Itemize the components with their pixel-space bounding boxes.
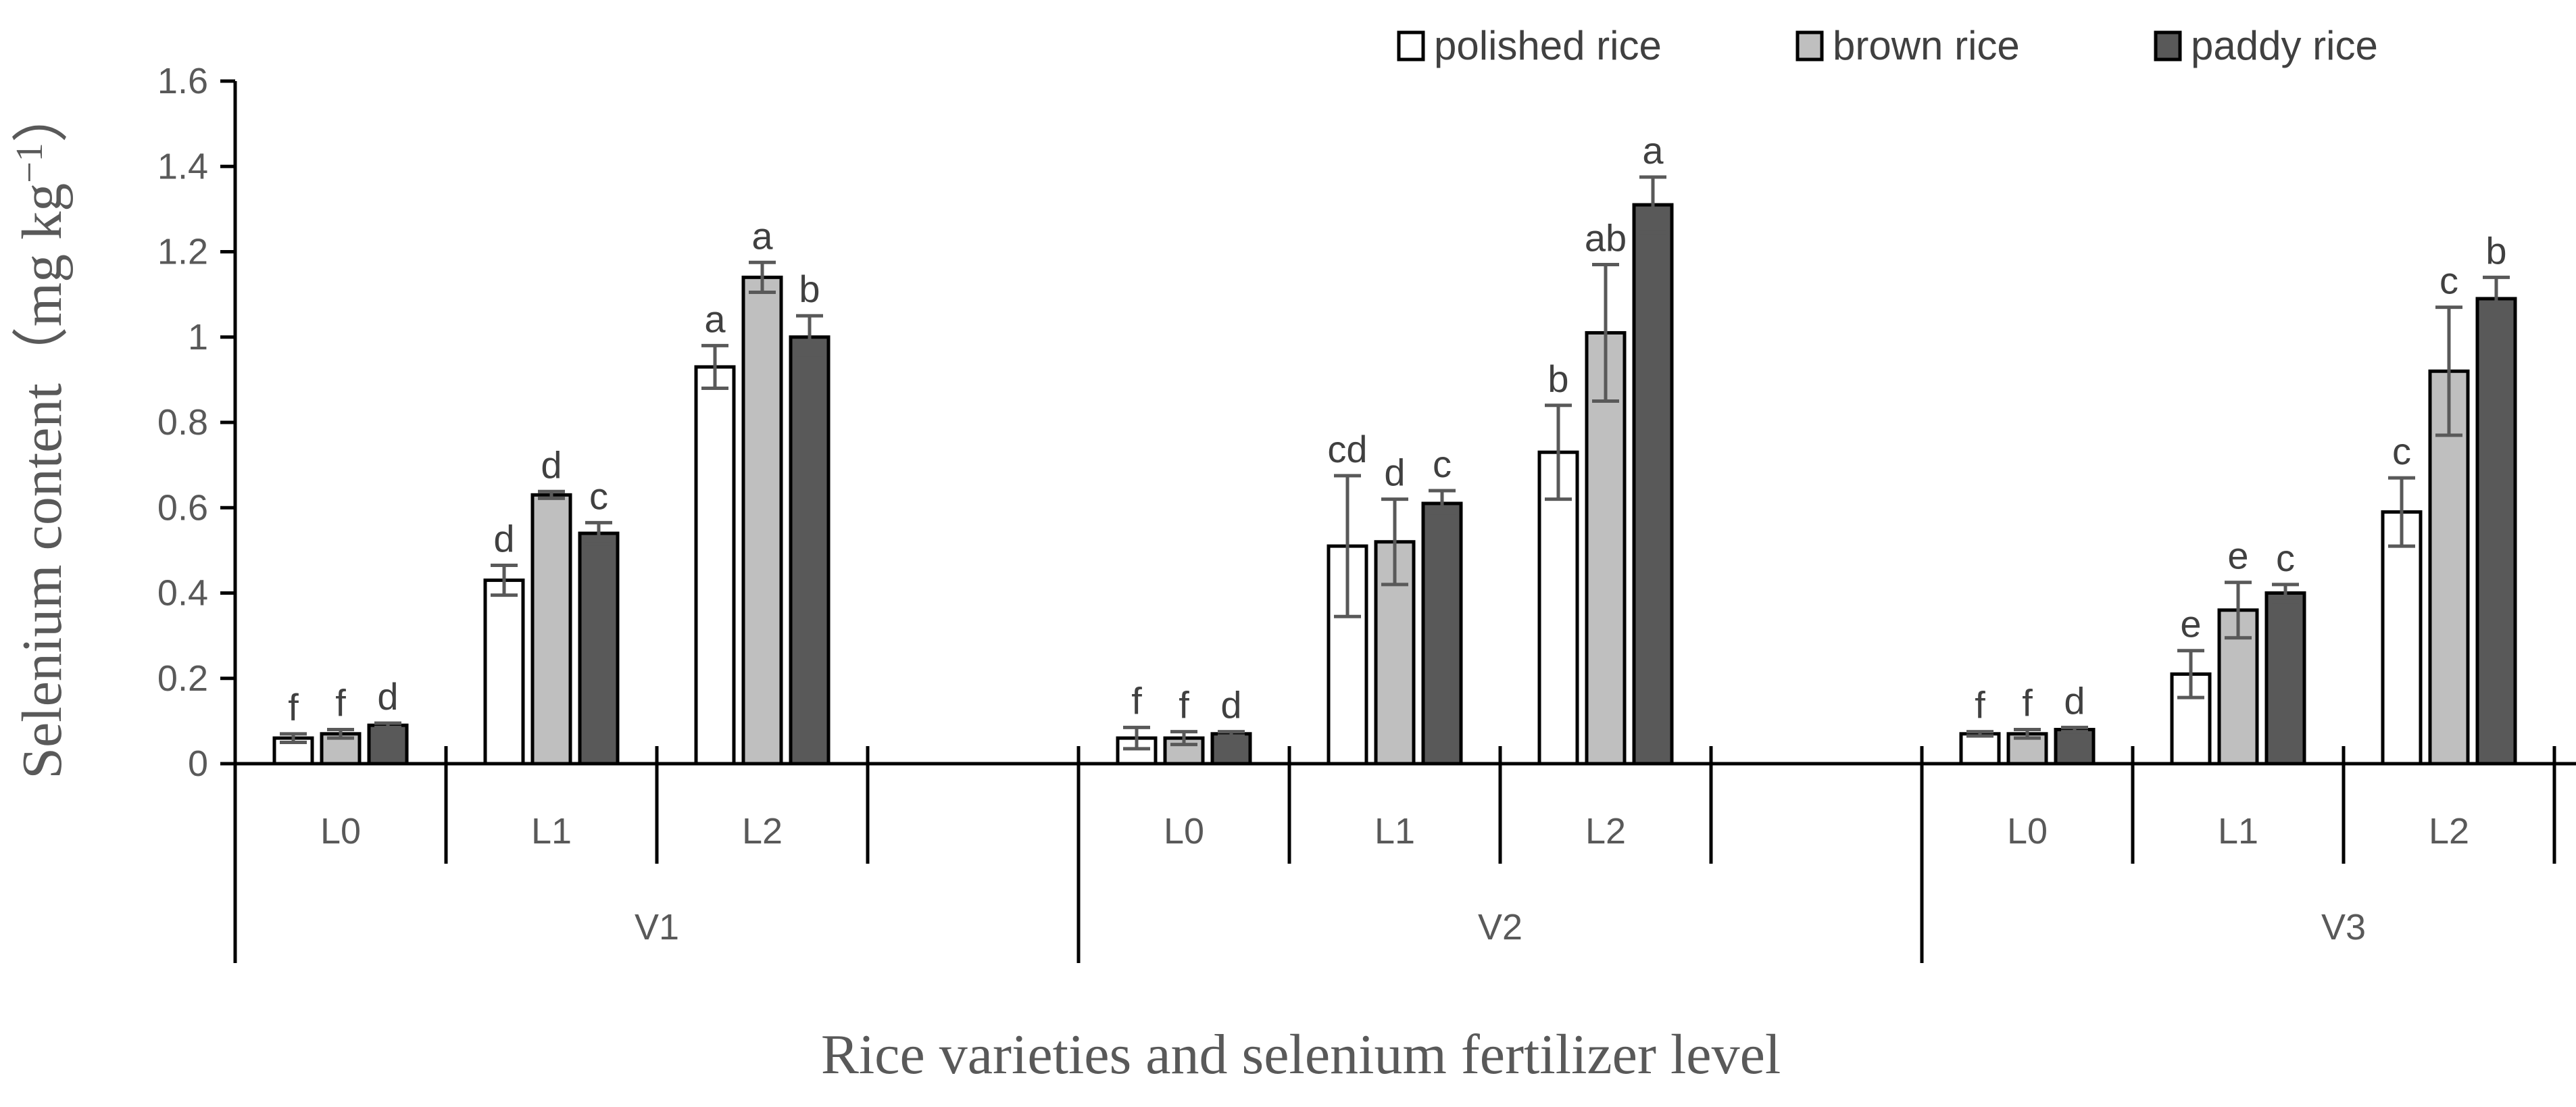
legend-label: paddy rice bbox=[2191, 23, 2378, 68]
bar bbox=[1959, 732, 2001, 766]
bar bbox=[1632, 203, 1674, 766]
level-label: L0 bbox=[320, 811, 361, 852]
significance-letter: f bbox=[1131, 679, 1142, 722]
significance-letter: e bbox=[2180, 603, 2201, 645]
significance-letter: a bbox=[1642, 129, 1664, 172]
legend-label: polished rice bbox=[1434, 23, 1662, 68]
x-axis-title: Rice varieties and selenium fertilizer l… bbox=[821, 1023, 1781, 1086]
bar bbox=[483, 579, 525, 766]
bar bbox=[367, 723, 409, 766]
significance-letter: f bbox=[288, 686, 299, 729]
y-axis-title-sup: −1 bbox=[9, 143, 51, 183]
y-tick-label: 0 bbox=[188, 743, 208, 784]
significance-letter: d bbox=[493, 517, 514, 560]
group-label: V2 bbox=[1478, 907, 1522, 948]
y-tick-label: 0.8 bbox=[157, 402, 208, 443]
significance-letter: a bbox=[704, 297, 726, 340]
significance-letter: b bbox=[799, 268, 820, 310]
bar bbox=[578, 531, 620, 766]
bar bbox=[530, 493, 572, 766]
x-axis: L0 L1 L2 V1 L0 L1 L2 V2 L0 L1 L2 V3 bbox=[233, 746, 2576, 963]
level-label: L1 bbox=[531, 811, 572, 852]
y-axis-title-main: Selenium content（mg kg bbox=[11, 183, 74, 779]
y-tick-label: 1.6 bbox=[157, 61, 208, 101]
significance-letter: b bbox=[2485, 229, 2506, 272]
significance-letter: c bbox=[2276, 537, 2295, 579]
y-tick-label: 0.6 bbox=[157, 487, 208, 528]
bar bbox=[2054, 728, 2096, 766]
significance-letter: a bbox=[751, 214, 773, 257]
significance-letter: c bbox=[589, 474, 608, 517]
bar bbox=[1421, 501, 1463, 766]
significance-letter: d bbox=[1384, 451, 1405, 494]
significance-letter: c bbox=[2392, 430, 2411, 472]
group-label: V1 bbox=[635, 907, 679, 948]
bar bbox=[1537, 450, 1579, 766]
group-label: V3 bbox=[2321, 907, 2366, 948]
significance-letter: d bbox=[1220, 684, 1241, 727]
level-label: L2 bbox=[742, 811, 783, 852]
significance-letter: f bbox=[1179, 684, 1189, 727]
significance-letter: d bbox=[377, 675, 398, 718]
level-label: L1 bbox=[1374, 811, 1415, 852]
y-axis-title-close: ） bbox=[11, 86, 74, 143]
significance-letter: f bbox=[1975, 684, 1985, 727]
significance-letter: c bbox=[1433, 443, 1452, 485]
significance-letter: ab bbox=[1585, 216, 1627, 259]
y-tick-label: 1 bbox=[188, 317, 208, 358]
significance-letter: cd bbox=[1327, 428, 1367, 470]
significance-letter: d bbox=[541, 443, 562, 486]
bar bbox=[789, 335, 831, 766]
y-axis: 0 0.2 0.4 0.6 0.8 1 1.2 1.4 1.6 bbox=[157, 61, 237, 784]
y-tick-label: 0.2 bbox=[157, 658, 208, 699]
level-label: L0 bbox=[1164, 811, 1204, 852]
legend-label: brown rice bbox=[1833, 23, 2020, 68]
legend-swatch bbox=[2154, 30, 2182, 62]
significance-letter: f bbox=[335, 682, 346, 724]
significance-letter: f bbox=[2022, 682, 2033, 724]
bar bbox=[2381, 510, 2423, 766]
level-label: L2 bbox=[1585, 811, 1626, 852]
level-label: L0 bbox=[2007, 811, 2048, 852]
y-tick-label: 1.2 bbox=[157, 232, 208, 272]
bar bbox=[1210, 732, 1252, 766]
legend-swatch bbox=[1397, 30, 1425, 62]
y-tick-label: 1.4 bbox=[157, 146, 208, 187]
bar bbox=[2475, 297, 2517, 766]
level-label: L1 bbox=[2218, 811, 2258, 852]
bar bbox=[694, 365, 736, 766]
significance-letter: e bbox=[2227, 535, 2248, 577]
significance-letter: b bbox=[1547, 358, 1568, 400]
bar bbox=[2264, 591, 2306, 766]
y-tick-label: 0.4 bbox=[157, 573, 208, 614]
level-label: L2 bbox=[2429, 811, 2469, 852]
bar bbox=[741, 275, 783, 766]
legend-swatch bbox=[1795, 30, 1824, 62]
significance-letter: c bbox=[2439, 260, 2458, 302]
legend: polished rice brown rice paddy rice bbox=[1397, 23, 2378, 68]
y-axis-title: Selenium content（mg kg−1） bbox=[9, 86, 74, 779]
significance-letter: d bbox=[2064, 679, 2085, 722]
